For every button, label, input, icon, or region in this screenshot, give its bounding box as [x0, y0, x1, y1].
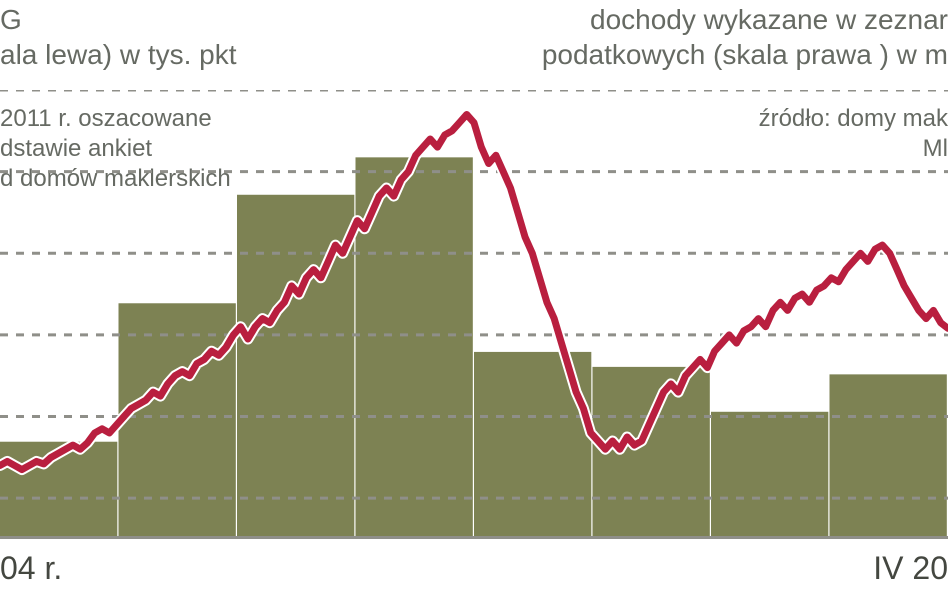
bar	[830, 374, 947, 539]
title-left-line1: G	[0, 2, 237, 37]
title-right-line1: dochody wykazane w zeznar	[542, 2, 948, 37]
x-label-left: 04 r.	[0, 550, 62, 587]
title-right-line2: podatkowych (skala prawa ) w m	[542, 37, 948, 72]
x-axis-labels: 04 r. IV 20	[0, 539, 948, 593]
bar	[711, 412, 828, 539]
title-right: dochody wykazane w zeznar podatkowych (s…	[542, 2, 948, 72]
title-left-line2: ala lewa) w tys. pkt	[0, 37, 237, 72]
chart-svg	[0, 90, 948, 539]
title-left: G ala lewa) w tys. pkt	[0, 2, 237, 72]
bar	[119, 303, 236, 539]
x-label-right: IV 20	[873, 550, 948, 587]
plot-area	[0, 90, 948, 539]
chart-container: G ala lewa) w tys. pkt dochody wykazane …	[0, 0, 948, 593]
bar	[593, 367, 710, 539]
